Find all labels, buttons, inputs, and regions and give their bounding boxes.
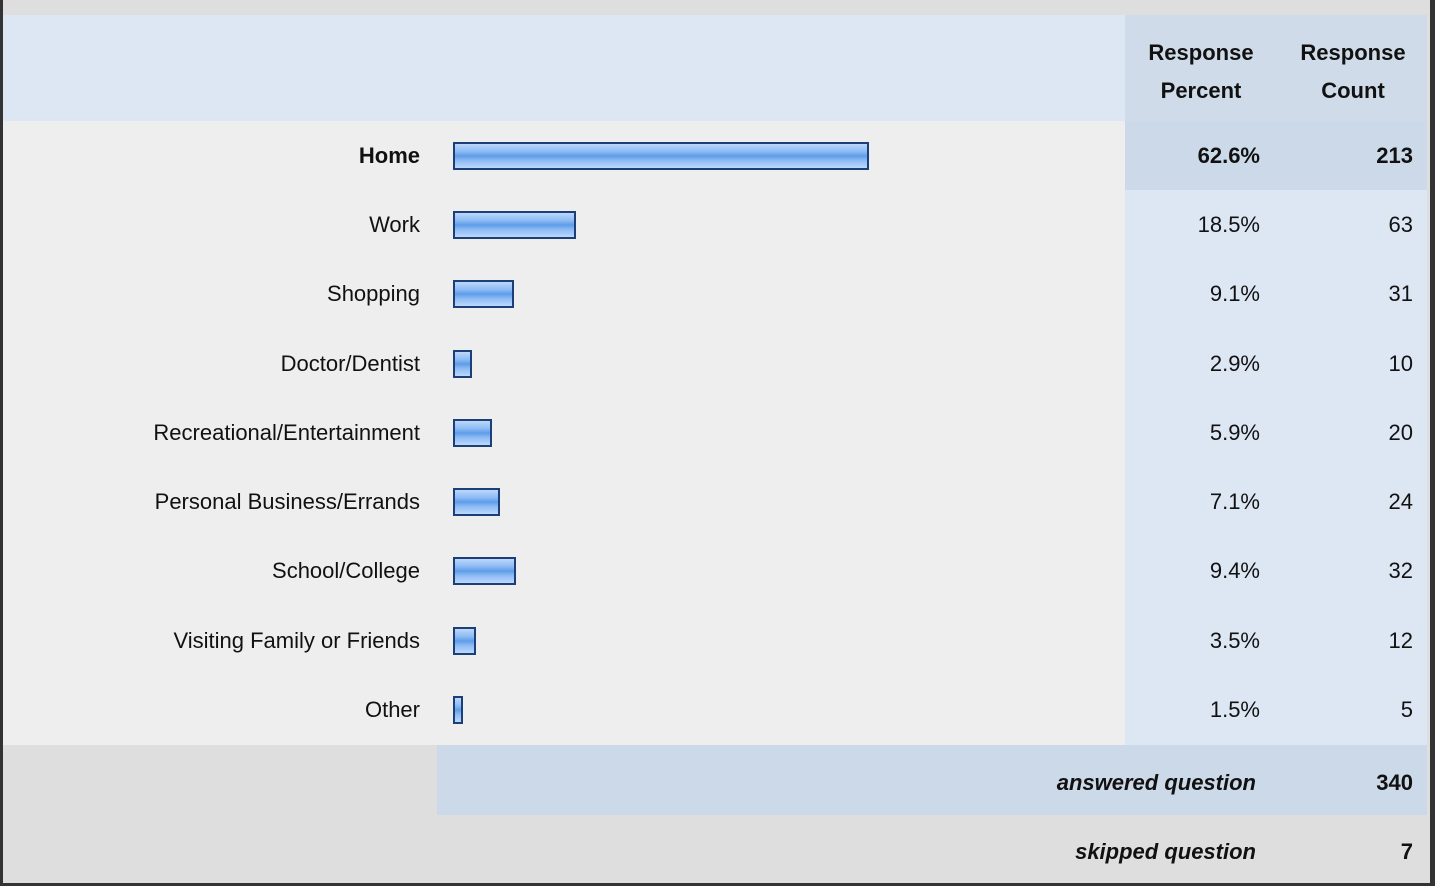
count-label: 10: [1388, 350, 1413, 376]
category-label: School/College: [272, 558, 420, 584]
percent-label: 18.5%: [1197, 211, 1260, 237]
value-columns-background: [1125, 121, 1427, 745]
category-label: Visiting Family or Friends: [173, 627, 420, 653]
percent-label: 5.9%: [1209, 419, 1260, 445]
category-label: Home: [358, 142, 420, 168]
count-label: 20: [1388, 419, 1413, 445]
percent-label: 7.1%: [1209, 489, 1260, 515]
bar: [453, 280, 514, 309]
bar: [453, 557, 516, 586]
category-label: Recreational/Entertainment: [153, 419, 420, 445]
bar: [453, 210, 577, 239]
category-label: Doctor/Dentist: [280, 350, 420, 376]
count-label: 63: [1388, 211, 1413, 237]
percent-label: 9.4%: [1209, 558, 1260, 584]
header-cells: [1125, 15, 1427, 121]
percent-label: 1.5%: [1209, 697, 1260, 723]
category-label: Personal Business/Errands: [154, 489, 420, 515]
header-band: [3, 15, 1125, 121]
category-label: Work: [369, 211, 420, 237]
skipped-label: skipped question: [1075, 839, 1256, 864]
answered-band: [437, 745, 1427, 815]
count-label: 213: [1376, 142, 1413, 168]
percent-label: 62.6%: [1197, 142, 1260, 168]
column-header: Response Count: [1300, 40, 1406, 103]
count-label: 24: [1388, 489, 1413, 515]
category-label: Shopping: [327, 281, 420, 307]
count-label: 12: [1388, 627, 1413, 653]
count-label: 32: [1388, 558, 1413, 584]
bar: [453, 488, 501, 517]
percent-label: 2.9%: [1209, 350, 1260, 376]
bar: [453, 141, 870, 170]
category-label: Other: [364, 697, 420, 723]
skipped-count: 7: [1400, 839, 1413, 864]
bar: [453, 418, 493, 447]
bar: [453, 626, 477, 655]
percent-label: 3.5%: [1209, 627, 1260, 653]
column-header: Response Percent: [1148, 40, 1254, 103]
bar: [453, 696, 463, 725]
count-label: 5: [1400, 697, 1413, 723]
percent-label: 9.1%: [1209, 281, 1260, 307]
answered-count: 340: [1376, 770, 1413, 795]
highlight-cell: [1125, 121, 1427, 191]
answered-label: answered question: [1056, 770, 1256, 795]
count-label: 31: [1388, 281, 1413, 307]
bar: [453, 349, 473, 378]
